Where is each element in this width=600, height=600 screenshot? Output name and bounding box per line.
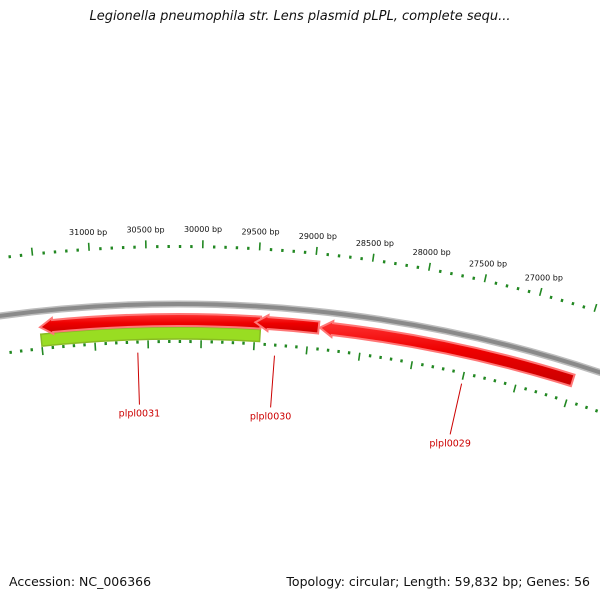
outer-minor-tick bbox=[449, 271, 453, 276]
outer-major-tick bbox=[30, 247, 34, 256]
gene-label-leader bbox=[449, 383, 463, 435]
outer-minor-tick bbox=[461, 274, 465, 278]
inner-minor-tick bbox=[400, 359, 403, 363]
inner-minor-tick bbox=[441, 367, 445, 371]
outer-major-tick bbox=[87, 242, 90, 251]
inner-minor-tick bbox=[493, 379, 497, 383]
inner-minor-tick bbox=[584, 405, 589, 410]
plasmid-backbone bbox=[0, 300, 600, 377]
scale-label: 30500 bp bbox=[126, 225, 164, 234]
inner-major-tick bbox=[563, 399, 568, 408]
inner-minor-tick bbox=[544, 392, 548, 397]
gene-arrow-plpl0030[interactable] bbox=[253, 313, 321, 335]
gene-features bbox=[38, 313, 576, 388]
inner-minor-tick bbox=[503, 381, 507, 386]
outer-scale-ticks bbox=[8, 240, 598, 312]
inner-minor-tick bbox=[431, 365, 435, 369]
inner-minor-tick bbox=[554, 395, 558, 400]
outer-minor-tick bbox=[516, 286, 520, 291]
inner-major-tick bbox=[357, 352, 361, 361]
inner-minor-tick bbox=[483, 376, 487, 380]
scale-label: 27500 bp bbox=[469, 260, 507, 269]
outer-minor-tick bbox=[472, 276, 476, 280]
outer-minor-tick bbox=[527, 289, 531, 294]
topology-summary: Topology: circular; Length: 59,832 bp; G… bbox=[286, 574, 590, 589]
gene-arrow-plpl0031[interactable] bbox=[39, 326, 262, 347]
scale-label: 27000 bp bbox=[525, 273, 563, 282]
outer-minor-tick bbox=[505, 284, 509, 288]
inner-scale-ticks bbox=[9, 339, 599, 413]
outer-minor-tick bbox=[549, 295, 553, 300]
inner-major-tick bbox=[305, 346, 308, 355]
inner-major-tick bbox=[461, 371, 466, 380]
gene-arrow-plpl0029[interactable] bbox=[317, 319, 576, 388]
scale-label: 28500 bp bbox=[356, 239, 394, 248]
scale-labels: 31000 bp 30500 bp 30000 bp 29500 bp 29000 bp… bbox=[69, 225, 563, 282]
inner-major-tick bbox=[41, 347, 44, 356]
backbone-arc bbox=[0, 302, 600, 375]
gene-labels: plpl0031 plpl0030 plpl0029 bbox=[119, 352, 471, 449]
outer-minor-tick bbox=[571, 301, 575, 306]
outer-major-tick bbox=[315, 246, 318, 255]
inner-major-tick bbox=[94, 342, 97, 351]
scale-label: 29000 bp bbox=[299, 232, 337, 241]
inner-minor-tick bbox=[534, 389, 538, 394]
outer-minor-tick bbox=[582, 305, 586, 309]
outer-minor-tick bbox=[494, 281, 498, 285]
outer-major-tick bbox=[538, 287, 543, 297]
outer-minor-tick bbox=[438, 269, 442, 274]
outer-major-tick bbox=[483, 274, 488, 283]
inner-minor-tick bbox=[524, 387, 528, 391]
scale-label: 29500 bp bbox=[241, 227, 279, 236]
outer-major-tick bbox=[371, 253, 375, 262]
inner-minor-tick bbox=[574, 402, 579, 406]
gene-label-leader bbox=[137, 352, 140, 405]
scale-label: 28000 bp bbox=[413, 248, 451, 257]
outer-minor-tick bbox=[405, 263, 409, 268]
gene-label-plpl0030[interactable]: plpl0030 bbox=[250, 411, 292, 422]
inner-minor-tick bbox=[420, 363, 424, 367]
inner-minor-tick bbox=[452, 369, 456, 373]
scale-label: 30000 bp bbox=[184, 225, 222, 234]
scale-label: 31000 bp bbox=[69, 228, 107, 237]
accession-label: Accession: NC_006366 bbox=[9, 574, 152, 589]
outer-major-tick bbox=[428, 262, 432, 271]
gene-label-plpl0031[interactable]: plpl0031 bbox=[119, 409, 161, 420]
inner-minor-tick bbox=[594, 409, 599, 413]
outer-major-tick bbox=[593, 303, 598, 312]
gene-label-leader bbox=[270, 355, 275, 408]
inner-minor-tick bbox=[472, 374, 476, 378]
outer-minor-tick bbox=[560, 298, 564, 303]
gene-label-plpl0029[interactable]: plpl0029 bbox=[429, 438, 471, 449]
outer-minor-tick bbox=[416, 265, 420, 269]
inner-major-tick bbox=[512, 384, 517, 393]
map-title: Legionella pneumophila str. Lens plasmid… bbox=[89, 9, 511, 24]
inner-major-tick bbox=[410, 361, 414, 370]
